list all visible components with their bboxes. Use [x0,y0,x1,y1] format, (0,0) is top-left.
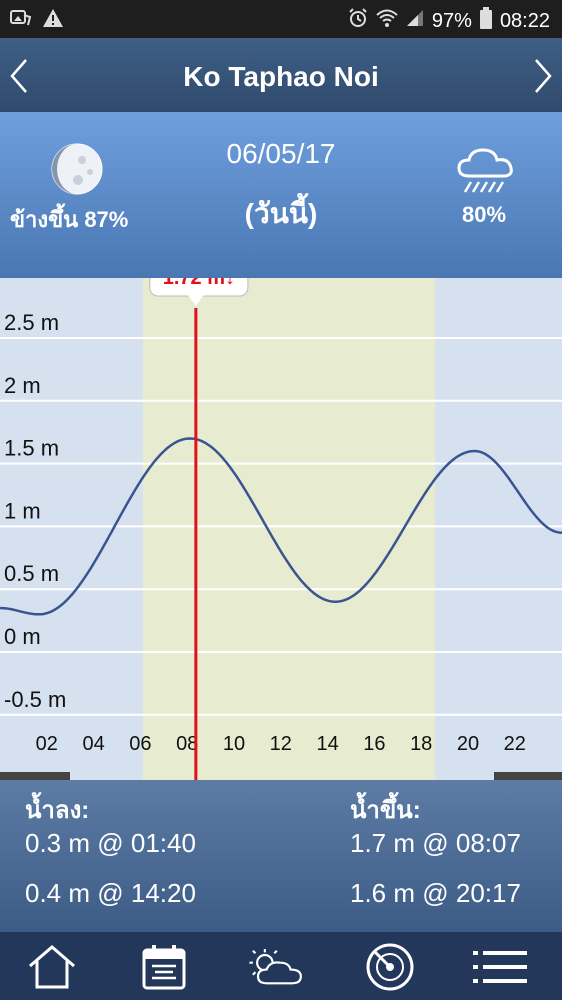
clock-time: 08:22 [499,9,550,32]
chevron-left-icon [10,59,27,93]
menu-icon [473,951,527,983]
x-tick-label: 10 [223,733,245,755]
next-location-button[interactable] [522,56,562,96]
x-tick-label: 20 [457,733,479,755]
high-tide-heading: น้ำขึ้น: [350,797,421,824]
low-tide-heading: น้ำลง: [25,797,90,824]
low-tide-time-1: 0.3 m @ 01:40 [25,828,196,858]
date-label: 06/05/17 [226,138,336,169]
today-label: (วันนี้) [244,198,318,229]
low-tide-time-2: 0.4 m @ 14:20 [25,878,196,908]
x-tick-label: 06 [129,733,151,755]
tide-chart[interactable]: 2.5 m 2 m 1.5 m 1 m 0.5 m 0 m -0.5 m 02 04 06 08 10… [0,261,562,780]
x-tick-label: 18 [410,733,432,755]
warning-icon [42,8,64,33]
moon-phase-label: ข้างขึ้น 87% [10,207,129,232]
y-tick-label: -0.5 m [4,687,66,712]
gallery-notification-icon [10,9,32,32]
y-tick-label: 1.5 m [4,436,59,461]
scroll-indicator-right [494,772,562,780]
previous-location-button[interactable] [0,56,40,96]
status-bar: 97% 08:22 [0,0,562,38]
radar-icon [366,943,414,991]
radar-button[interactable] [360,942,420,992]
battery-percent: 97% [431,9,472,32]
calendar-button[interactable] [134,942,194,992]
calendar-icon [142,945,186,990]
signal-icon [406,9,424,33]
location-title: Ko Taphao Noi [183,61,379,92]
home-icon [29,945,75,989]
tide-curve [0,437,562,616]
x-tick-label: 16 [363,733,385,755]
x-tick-label: 02 [36,733,58,755]
callout-pointer [187,295,204,306]
tide-times-panel: น้ำลง: น้ำขึ้น: 0.3 m @ 01:40 0.4 m @ 14… [0,780,562,932]
bottom-navigation [0,932,562,1000]
tide-chart-svg: 2.5 m 2 m 1.5 m 1 m 0.5 m 0 m -0.5 m 02 04 06 08 10… [0,261,562,780]
y-tick-label: 2 m [4,373,41,398]
scroll-indicator-left [0,772,70,780]
x-tick-label: 08 [176,733,198,755]
x-tick-label: 12 [270,733,292,755]
x-tick-label: 22 [504,733,526,755]
x-tick-label: 04 [82,733,104,755]
y-tick-label: 1 m [4,498,41,523]
rain-cloud-icon [455,146,519,201]
home-button[interactable] [22,942,82,992]
high-tide-time-2: 1.6 m @ 20:17 [350,878,521,908]
y-tick-label: 0.5 m [4,561,59,586]
title-bar: Ko Taphao Noi [0,38,562,112]
weather-icon [249,949,302,985]
day-info-panel: ข้างขึ้น 87% 06/05/17 (วันนี้) 80% [0,112,562,278]
chevron-right-icon [535,59,552,93]
rain-chance-label: 80% [462,202,507,227]
moon-phase-icon [50,142,104,201]
alarm-icon [348,8,368,34]
y-tick-label: 0 m [4,624,41,649]
weather-button[interactable] [246,942,306,992]
battery-icon [479,7,492,35]
high-tide-time-1: 1.7 m @ 08:07 [350,828,521,858]
y-tick-label: 2.5 m [4,310,59,335]
menu-button[interactable] [470,942,530,992]
daylight-band [142,278,436,780]
wifi-icon [376,9,398,33]
current-level-label: 1.72 m↓ [163,278,235,289]
x-tick-label: 14 [316,733,338,755]
